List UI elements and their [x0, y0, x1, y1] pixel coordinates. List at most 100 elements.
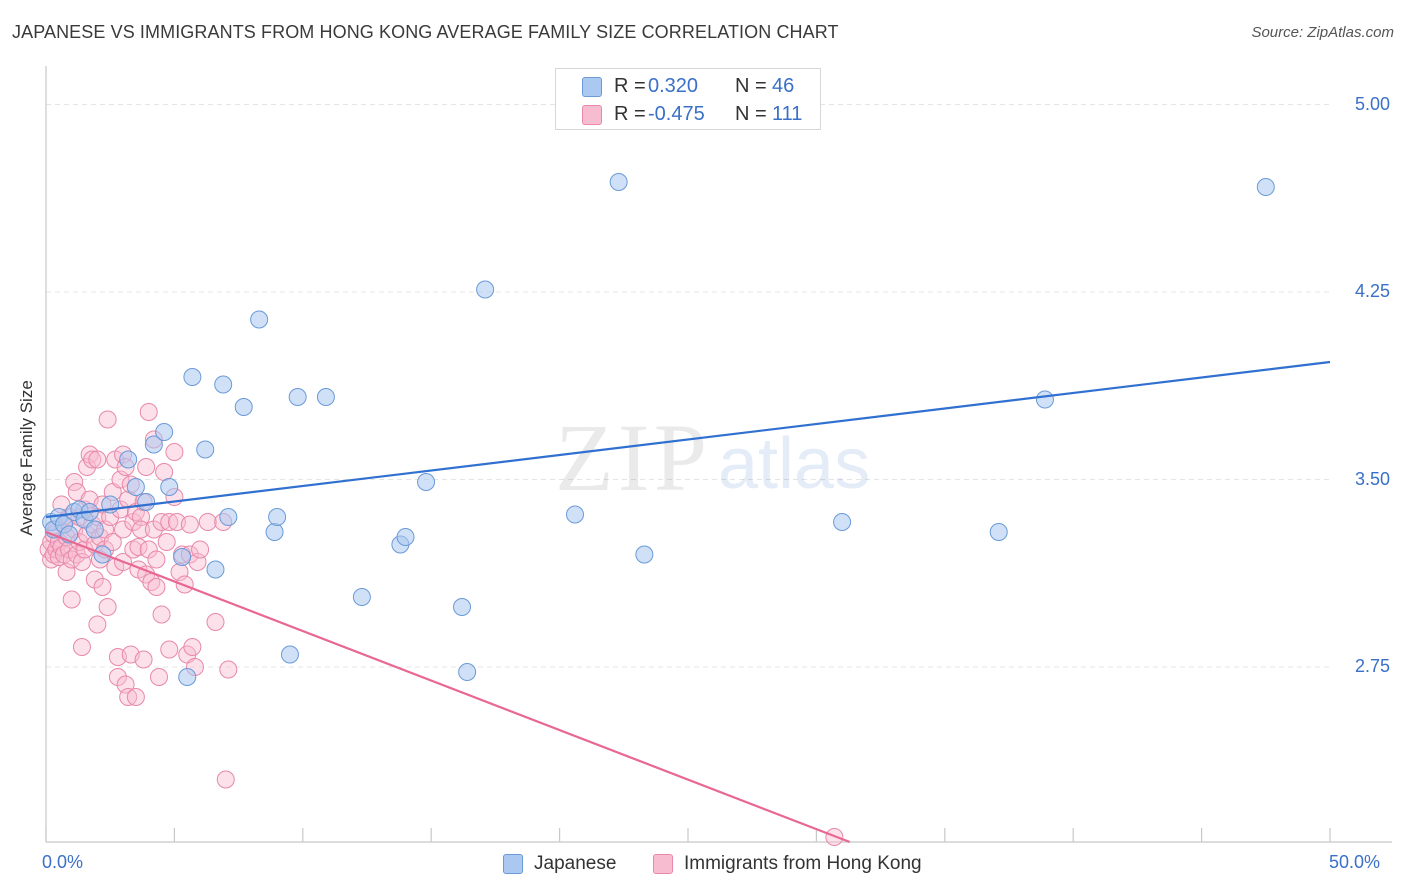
hk-point: [114, 520, 133, 539]
y-tick-label: 2.75: [1355, 656, 1391, 676]
hk-point: [119, 688, 138, 706]
japanese-point: [234, 398, 253, 416]
hk-point: [160, 640, 179, 659]
hk-legend-swatch: [653, 854, 673, 874]
legend-row-japanese: R = 0.320 N = 46: [556, 72, 820, 102]
hk-point: [85, 570, 104, 589]
japanese-point: [119, 450, 138, 469]
n-label: N =: [735, 75, 767, 97]
hk-point: [139, 403, 158, 421]
japanese-point: [1035, 390, 1054, 409]
japanese-point: [280, 645, 299, 664]
japanese-point: [183, 368, 202, 386]
hk-point: [160, 513, 179, 531]
japanese-point: [137, 493, 156, 511]
japanese-point: [352, 588, 371, 606]
hk-point: [72, 638, 91, 656]
hk-point: [216, 770, 235, 789]
r-label: R =: [614, 103, 646, 125]
japanese-point: [85, 520, 104, 539]
japanese-point: [288, 388, 307, 406]
japanese-point: [160, 478, 179, 496]
japanese-point: [1256, 178, 1275, 196]
hk-point: [88, 615, 107, 634]
trend-lines: [45, 360, 1331, 844]
y-tick-label: 4.25: [1355, 281, 1391, 301]
hk-point: [149, 668, 168, 686]
japanese-trend-line: [45, 360, 1331, 519]
hk-point: [98, 410, 117, 429]
hk-point: [147, 550, 166, 569]
r-label: R =: [614, 75, 646, 97]
hk-point: [144, 520, 163, 539]
japanese-point: [155, 423, 174, 441]
legend-label-hk: Immigrants from Hong Kong: [684, 853, 922, 874]
y-tick-label: 3.50: [1355, 468, 1391, 489]
hk-point: [83, 450, 102, 469]
japanese-point: [989, 523, 1008, 541]
japanese-point: [268, 508, 287, 526]
correlation-legend: R = 0.320 N = 46 R = -0.475 N = 111: [555, 68, 821, 130]
watermark: ZIP atlas: [555, 404, 870, 511]
hk-trend-line: [45, 530, 851, 844]
japanese-point: [250, 310, 269, 329]
japanese-point: [214, 375, 233, 394]
hk-point: [147, 578, 166, 596]
hk-point: [134, 650, 153, 669]
hk-point: [93, 578, 112, 596]
watermark-atlas: atlas: [718, 424, 870, 504]
r-value: 0.320: [648, 75, 699, 97]
japanese-point: [635, 545, 654, 564]
hk-point: [132, 520, 151, 539]
x-tick-label-max: 50.0%: [1329, 852, 1381, 872]
hk-point: [198, 513, 217, 531]
hk-point: [98, 598, 117, 616]
hk-swatch: [582, 105, 602, 125]
n-label: N =: [735, 103, 767, 125]
hk-point: [155, 463, 174, 481]
hk-point: [124, 540, 143, 559]
hk-point: [129, 538, 148, 556]
hk-point: [137, 458, 156, 476]
hk-point: [152, 513, 171, 531]
japanese-points: [42, 173, 1275, 686]
hk-point: [126, 688, 145, 706]
legend-row-hk: R = -0.475 N = 111: [556, 100, 820, 130]
hk-point: [165, 443, 184, 461]
hk-point: [219, 660, 238, 679]
japanese-swatch: [582, 77, 602, 97]
hk-point: [183, 638, 202, 656]
legend-label-japanese: Japanese: [534, 853, 617, 874]
hk-point: [62, 550, 81, 569]
japanese-legend-swatch: [503, 854, 523, 874]
hk-point: [157, 533, 176, 551]
hk-point: [108, 668, 127, 686]
r-value: -0.475: [648, 103, 705, 125]
axes: [45, 66, 1392, 843]
hk-point: [62, 590, 81, 609]
japanese-point: [196, 440, 215, 459]
japanese-point: [178, 668, 197, 686]
hk-point: [191, 540, 210, 559]
series-legend: Japanese Immigrants from Hong Kong: [0, 852, 1406, 878]
y-tick-label: 5.00: [1355, 93, 1391, 114]
japanese-point: [206, 560, 225, 579]
n-value: 111: [772, 103, 803, 125]
watermark-zip: ZIP: [555, 404, 711, 511]
japanese-point: [126, 478, 145, 496]
y-axis-label: Average Family Size: [17, 380, 36, 536]
japanese-point: [566, 505, 585, 524]
hk-point: [152, 605, 171, 624]
source-credit: Source: ZipAtlas.com: [1251, 24, 1394, 41]
chart-title: JAPANESE VS IMMIGRANTS FROM HONG KONG AV…: [12, 22, 839, 42]
japanese-point: [219, 508, 238, 526]
x-tick-label-min: 0.0%: [42, 852, 84, 872]
japanese-point: [265, 523, 284, 541]
japanese-point: [458, 663, 477, 681]
japanese-point: [417, 473, 436, 491]
japanese-point: [316, 388, 335, 406]
n-value: 46: [772, 75, 795, 97]
japanese-point: [144, 435, 163, 454]
hk-point: [103, 533, 122, 551]
